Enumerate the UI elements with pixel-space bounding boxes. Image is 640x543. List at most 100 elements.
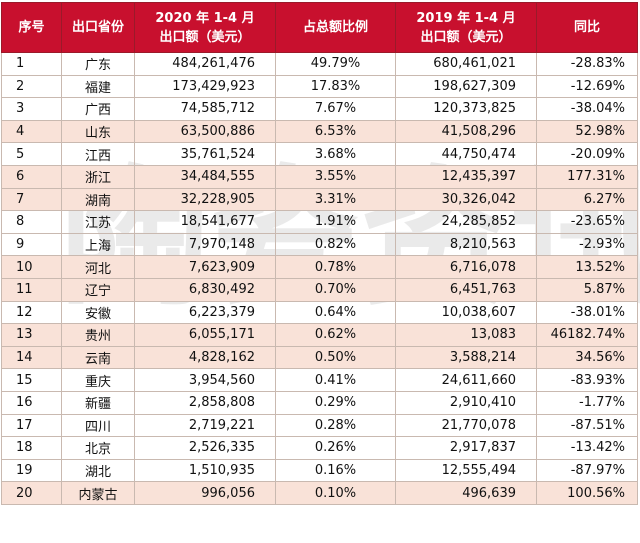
header-export-2019-line2: 出口额（美元） <box>420 29 512 45</box>
cell-yoy: -38.01% <box>536 300 638 325</box>
cell-share: 0.70% <box>275 277 396 302</box>
cell-share: 0.26% <box>275 436 396 460</box>
cell-export-2020: 2,858,808 <box>134 390 276 415</box>
cell-share: 0.41% <box>275 368 396 392</box>
cell-export-2020: 3,954,560 <box>134 368 276 392</box>
table-row: 13 贵州 6,055,171 0.62% 13,083 46182.74% <box>1 323 638 347</box>
table-row: 2 福建 173,429,923 17.83% 198,627,309 -12.69% <box>1 74 638 99</box>
cell-export-2020: 996,056 <box>134 481 276 505</box>
cell-share: 0.29% <box>275 390 396 415</box>
table-row: 17 四川 2,719,221 0.28% 21,770,078 -87.51% <box>1 413 638 438</box>
table-row: 14 云南 4,828,162 0.50% 3,588,214 34.56% <box>1 345 638 370</box>
cell-share: 0.78% <box>275 255 396 279</box>
header-share: 占总额比例 <box>275 2 396 53</box>
cell-share: 0.50% <box>275 345 396 370</box>
cell-export-2020: 7,970,148 <box>134 232 276 257</box>
cell-export-2020: 484,261,476 <box>134 52 276 76</box>
cell-export-2019: 2,917,837 <box>395 436 537 460</box>
cell-yoy: -28.83% <box>536 52 638 76</box>
cell-share: 0.16% <box>275 458 396 483</box>
cell-export-2019: 12,435,397 <box>395 164 537 189</box>
cell-seq: 6 <box>1 164 62 189</box>
cell-export-2020: 1,510,935 <box>134 458 276 483</box>
cell-seq: 18 <box>1 436 62 460</box>
table-row: 18 北京 2,526,335 0.26% 2,917,837 -13.42% <box>1 436 638 460</box>
cell-seq: 13 <box>1 323 62 347</box>
cell-export-2019: 2,910,410 <box>395 390 537 415</box>
cell-province: 安徽 <box>61 300 135 325</box>
cell-yoy: -38.04% <box>536 97 638 121</box>
cell-province: 广东 <box>61 52 135 76</box>
cell-share: 17.83% <box>275 74 396 99</box>
cell-yoy: -87.51% <box>536 413 638 438</box>
header-export-2020-line2: 出口额（美元） <box>159 29 251 45</box>
table-row: 19 湖北 1,510,935 0.16% 12,555,494 -87.97% <box>1 458 638 483</box>
cell-seq: 11 <box>1 277 62 302</box>
cell-province: 江西 <box>61 142 135 166</box>
table-row: 6 浙江 34,484,555 3.55% 12,435,397 177.31% <box>1 164 638 189</box>
cell-province: 辽宁 <box>61 277 135 302</box>
cell-export-2020: 173,429,923 <box>134 74 276 99</box>
cell-yoy: -13.42% <box>536 436 638 460</box>
cell-seq: 4 <box>1 119 62 144</box>
cell-export-2020: 2,526,335 <box>134 436 276 460</box>
cell-seq: 17 <box>1 413 62 438</box>
cell-seq: 9 <box>1 232 62 257</box>
cell-export-2019: 21,770,078 <box>395 413 537 438</box>
cell-province: 云南 <box>61 345 135 370</box>
cell-seq: 8 <box>1 210 62 234</box>
cell-export-2019: 120,373,825 <box>395 97 537 121</box>
cell-province: 重庆 <box>61 368 135 392</box>
table-row: 20 内蒙古 996,056 0.10% 496,639 100.56% <box>1 481 638 505</box>
cell-export-2020: 6,830,492 <box>134 277 276 302</box>
cell-province: 福建 <box>61 74 135 99</box>
cell-share: 3.55% <box>275 164 396 189</box>
cell-province: 北京 <box>61 436 135 460</box>
cell-seq: 15 <box>1 368 62 392</box>
cell-export-2019: 44,750,474 <box>395 142 537 166</box>
cell-share: 0.10% <box>275 481 396 505</box>
cell-yoy: -20.09% <box>536 142 638 166</box>
table-row: 4 山东 63,500,886 6.53% 41,508,296 52.98% <box>1 119 638 144</box>
cell-yoy: -23.65% <box>536 210 638 234</box>
cell-yoy: 177.31% <box>536 164 638 189</box>
header-row: 序号 出口省份 2020 年 1-4 月 出口额（美元） 占总额比例 2019 … <box>1 2 638 53</box>
table-row: 15 重庆 3,954,560 0.41% 24,611,660 -83.93% <box>1 368 638 392</box>
cell-export-2020: 18,541,677 <box>134 210 276 234</box>
cell-export-2019: 10,038,607 <box>395 300 537 325</box>
cell-export-2019: 24,611,660 <box>395 368 537 392</box>
cell-export-2019: 24,285,852 <box>395 210 537 234</box>
header-export-2019-line1: 2019 年 1-4 月 <box>416 10 516 26</box>
cell-yoy: -83.93% <box>536 368 638 392</box>
cell-share: 0.62% <box>275 323 396 347</box>
table-row: 12 安徽 6,223,379 0.64% 10,038,607 -38.01% <box>1 300 638 325</box>
cell-export-2020: 6,055,171 <box>134 323 276 347</box>
cell-province: 内蒙古 <box>61 481 135 505</box>
cell-seq: 14 <box>1 345 62 370</box>
cell-province: 贵州 <box>61 323 135 347</box>
header-yoy: 同比 <box>536 2 638 53</box>
cell-export-2020: 32,228,905 <box>134 187 276 212</box>
cell-yoy: 34.56% <box>536 345 638 370</box>
cell-share: 6.53% <box>275 119 396 144</box>
cell-seq: 16 <box>1 390 62 415</box>
cell-province: 浙江 <box>61 164 135 189</box>
header-seq: 序号 <box>1 2 62 53</box>
cell-seq: 7 <box>1 187 62 212</box>
cell-province: 河北 <box>61 255 135 279</box>
header-export-2020: 2020 年 1-4 月 出口额（美元） <box>134 2 276 53</box>
cell-export-2019: 30,326,042 <box>395 187 537 212</box>
cell-yoy: 100.56% <box>536 481 638 505</box>
cell-province: 新疆 <box>61 390 135 415</box>
table-row: 5 江西 35,761,524 3.68% 44,750,474 -20.09% <box>1 142 638 166</box>
header-export-2019: 2019 年 1-4 月 出口额（美元） <box>395 2 537 53</box>
cell-yoy: 5.87% <box>536 277 638 302</box>
cell-yoy: 46182.74% <box>536 323 638 347</box>
cell-export-2020: 74,585,712 <box>134 97 276 121</box>
cell-export-2019: 496,639 <box>395 481 537 505</box>
cell-share: 7.67% <box>275 97 396 121</box>
cell-province: 广西 <box>61 97 135 121</box>
cell-export-2019: 680,461,021 <box>395 52 537 76</box>
cell-seq: 5 <box>1 142 62 166</box>
cell-export-2019: 198,627,309 <box>395 74 537 99</box>
